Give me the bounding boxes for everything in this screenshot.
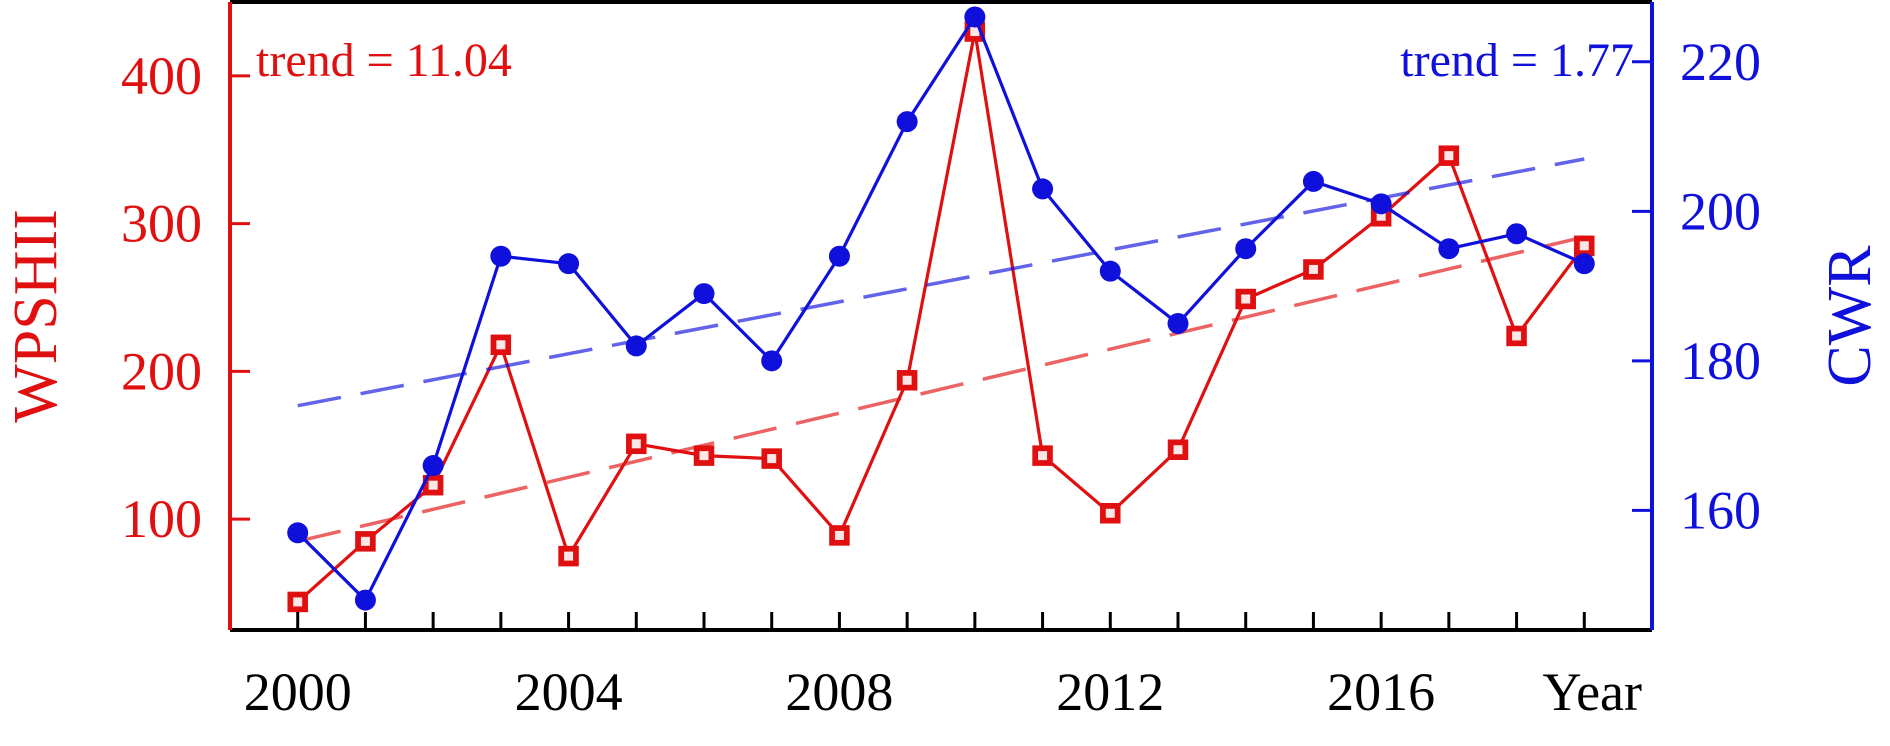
cwr-point [1573,253,1595,275]
cwr-point [1235,238,1257,260]
x-tick-label: 2000 [244,662,352,722]
left-y-tick-label: 400 [121,46,202,106]
cwr-point [1370,193,1392,215]
x-tick-label: 2012 [1056,662,1164,722]
wpshii-point-center [767,454,777,464]
cwr-point [422,455,444,477]
wpshii-point-center [360,536,370,546]
cwr-point [1032,178,1054,200]
wpshii-point-center [970,27,980,37]
wpshii-point-center [1308,264,1318,274]
x-axis-label: Year [1542,662,1642,722]
trend-annotation-wpshii: trend = 11.04 [256,34,512,87]
right-y-tick-label: 160 [1680,480,1761,540]
wpshii-point-center [1241,294,1251,304]
left-y-tick-label: 100 [121,489,202,549]
cwr-point [490,245,512,267]
x-tick-label: 2016 [1327,662,1435,722]
cwr-series-line [296,15,1585,602]
wpshii-point-center [1173,445,1183,455]
right-y-tick-label: 200 [1680,181,1761,241]
left-y-axis-label: WPSHII [2,209,70,423]
right-y-tick-label: 220 [1680,32,1761,92]
cwr-point [761,350,783,372]
axes: 2000 2004 2008 2012 2016 Year 100 200 300 400 160 1… [2,0,1884,722]
cwr-point [1167,312,1189,334]
left-y-tick-label: 200 [121,341,202,401]
cwr-point [693,283,715,305]
wpshii-point-center [1512,331,1522,341]
cwr-point [1506,223,1528,245]
trend-annotation-cwr: trend = 1.77 [1400,34,1634,87]
cwr-point [625,335,647,357]
wpshii-point-center [631,439,641,449]
wpshii-point-center [1579,241,1589,251]
wpshii-point-center [1038,451,1048,461]
wpshii-point-center [1376,211,1386,221]
left-y-tick-label: 300 [121,194,202,254]
plot-area [287,6,1595,613]
cwr-point [896,111,918,133]
right-y-tick-label: 180 [1680,331,1761,391]
wpshii-point-center [1105,508,1115,518]
wpshii-trend-line [297,235,1585,544]
cwr-point [558,253,580,275]
x-tick-label: 2004 [515,662,623,722]
wpshii-series-line [296,29,1586,604]
cwr-point [1438,238,1460,260]
cwr-point [828,245,850,267]
wpshii-point-center [293,597,303,607]
wpshii-point-center [564,551,574,561]
cwr-point [1302,170,1324,192]
right-y-axis-label: CWR [1816,245,1884,387]
wpshii-point-center [902,375,912,385]
cwr-point [964,6,986,28]
wpshii-point-center [496,340,506,350]
wpshii-point-center [428,480,438,490]
cwr-point [287,522,309,544]
cwr-point [1099,260,1121,282]
x-tick-label: 2008 [785,662,893,722]
cwr-point [354,589,376,611]
wpshii-point-center [1444,151,1454,161]
wpshii-point-center [699,451,709,461]
wpshii-point-center [834,530,844,540]
